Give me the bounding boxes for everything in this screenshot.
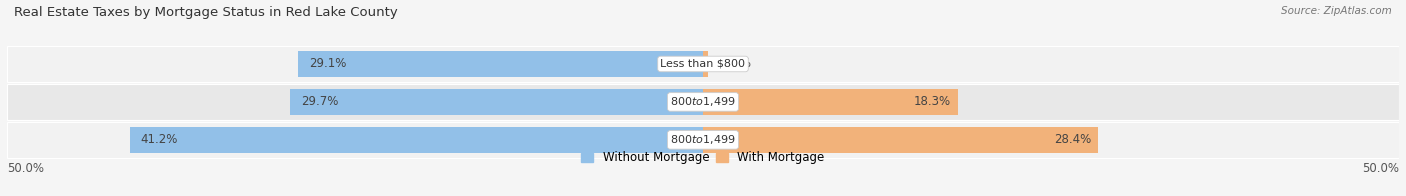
Bar <box>7 122 1399 158</box>
Legend: Without Mortgage, With Mortgage: Without Mortgage, With Mortgage <box>581 151 825 164</box>
Bar <box>703 51 707 77</box>
Bar <box>703 127 1098 153</box>
Bar <box>7 46 1399 82</box>
Text: 29.1%: 29.1% <box>309 57 346 71</box>
Text: 29.7%: 29.7% <box>301 95 337 108</box>
Bar <box>298 51 703 77</box>
Bar <box>703 89 957 115</box>
Text: 0.33%: 0.33% <box>714 57 752 71</box>
Text: 18.3%: 18.3% <box>914 95 950 108</box>
Text: 41.2%: 41.2% <box>141 133 179 146</box>
Text: Source: ZipAtlas.com: Source: ZipAtlas.com <box>1281 6 1392 16</box>
Text: Less than $800: Less than $800 <box>661 59 745 69</box>
Text: 50.0%: 50.0% <box>7 162 44 175</box>
Bar <box>7 84 1399 120</box>
Bar <box>129 127 703 153</box>
Text: 50.0%: 50.0% <box>1362 162 1399 175</box>
Text: Real Estate Taxes by Mortgage Status in Red Lake County: Real Estate Taxes by Mortgage Status in … <box>14 6 398 19</box>
Text: 28.4%: 28.4% <box>1054 133 1091 146</box>
Bar <box>290 89 703 115</box>
Text: $800 to $1,499: $800 to $1,499 <box>671 95 735 108</box>
Text: $800 to $1,499: $800 to $1,499 <box>671 133 735 146</box>
